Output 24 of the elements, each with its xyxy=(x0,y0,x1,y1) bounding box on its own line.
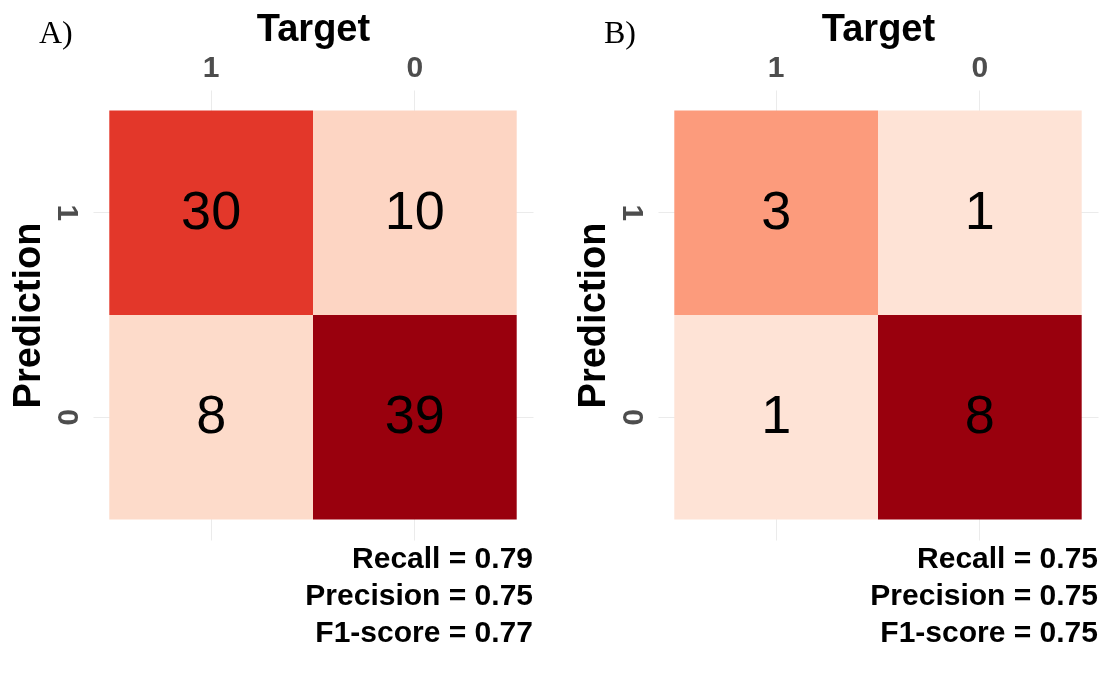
data-label: 1 xyxy=(964,179,995,240)
data-label: 8 xyxy=(196,384,227,445)
text: Precision = 0.75 xyxy=(870,578,1098,611)
x-tick-label: 1 xyxy=(767,49,785,83)
x-axis-title: Target xyxy=(256,6,371,49)
x-tick-label: 0 xyxy=(406,49,424,83)
x-tick-label: 1 xyxy=(202,49,220,83)
data-label: 30 xyxy=(181,179,242,240)
data-label: 3 xyxy=(761,179,792,240)
data-label: 1 xyxy=(761,384,792,445)
text: Precision = 0.75 xyxy=(305,578,533,611)
x-axis-title: Target xyxy=(821,6,936,49)
text: Recall = 0.75 xyxy=(917,541,1098,574)
chart-title: A) xyxy=(39,14,73,50)
data-label: 10 xyxy=(384,179,445,240)
data-label: 8 xyxy=(964,384,995,445)
x-tick-label: 0 xyxy=(971,49,989,83)
y-axis-title: Prediction xyxy=(570,222,613,409)
data-label: 39 xyxy=(384,384,445,445)
y-axis-title: Prediction xyxy=(5,222,48,409)
chart-title: B) xyxy=(604,14,636,50)
text: Recall = 0.79 xyxy=(352,541,533,574)
text: F1-score = 0.75 xyxy=(880,615,1098,648)
text: F1-score = 0.77 xyxy=(315,615,533,648)
